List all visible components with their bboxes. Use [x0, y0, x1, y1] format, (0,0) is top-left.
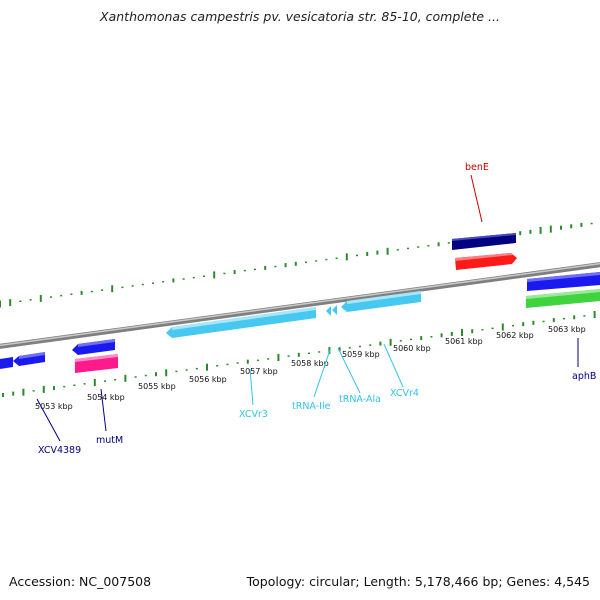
accession-text: Accession: NC_007508: [9, 574, 152, 589]
gc-skew-track-lower: [2, 311, 596, 397]
rna-arrow-XCVr4[interactable]: [341, 291, 421, 312]
label-XCVr3[interactable]: XCVr3: [239, 409, 268, 420]
scale-label-5059: 5059 kbp: [342, 350, 380, 359]
gene-arrow-mutM-blue[interactable]: [72, 339, 115, 355]
XCV4389-connector: [36, 398, 61, 442]
genome-backbone: [0, 262, 600, 349]
scale-label-5053: 5053 kbp: [35, 402, 73, 411]
label-XCVr4[interactable]: XCVr4: [390, 388, 419, 399]
gene-arrow-benE-red[interactable]: [455, 253, 517, 270]
scale-label-5058: 5058 kbp: [291, 359, 329, 368]
gene-arrow-aphB-blue[interactable]: [527, 272, 600, 291]
scale-label-5061: 5061 kbp: [445, 337, 483, 346]
topology-text: Topology: circular; Length: 5,178,466 bp…: [246, 574, 590, 589]
scale-label-5057: 5057 kbp: [240, 367, 278, 376]
label-aphB[interactable]: aphB: [572, 371, 596, 382]
XCVr3-connector: [249, 368, 254, 406]
gene-arrow-mutM-pink[interactable]: [75, 354, 118, 373]
rna-arrow-XCVr3[interactable]: [166, 307, 316, 338]
benE-connector: [470, 174, 483, 223]
gene-arrow-XCV4389-b[interactable]: [0, 357, 13, 369]
label-tRNA-Ile[interactable]: tRNA-Ile: [292, 401, 331, 412]
tRNA-Ile-connector: [313, 349, 331, 398]
gene-arrow-benE-navy[interactable]: [452, 233, 516, 250]
XCVr4-connector: [383, 343, 404, 388]
tRNA-Ala-connector: [337, 347, 361, 394]
label-tRNA-Ala[interactable]: tRNA-Ala: [339, 394, 381, 405]
scale-label-5063: 5063 kbp: [548, 325, 586, 334]
mutM-connector: [100, 388, 107, 432]
scale-label-5055: 5055 kbp: [138, 382, 176, 391]
label-XCV4389[interactable]: XCV4389: [38, 445, 81, 456]
scale-label-5056: 5056 kbp: [189, 375, 227, 384]
label-mutM[interactable]: mutM: [96, 435, 123, 446]
scale-label-5060: 5060 kbp: [393, 344, 431, 353]
scale-label-5054: 5054 kbp: [87, 393, 125, 402]
gene-arrow-XCV4389-a[interactable]: [13, 352, 45, 366]
map-title: Xanthomonas campestris pv. vesicatoria s…: [100, 9, 500, 24]
gene-arrow-green[interactable]: [526, 289, 600, 308]
label-benE[interactable]: benE: [465, 162, 489, 173]
scale-label-5062: 5062 kbp: [496, 331, 534, 340]
trna-arrow-small[interactable]: [326, 305, 337, 316]
